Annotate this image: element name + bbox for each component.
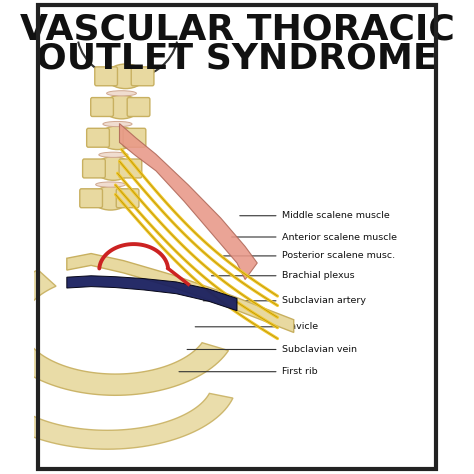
FancyBboxPatch shape [116,189,139,208]
FancyBboxPatch shape [123,128,146,147]
Ellipse shape [103,95,140,119]
Ellipse shape [92,186,129,210]
FancyBboxPatch shape [80,189,102,208]
Text: Brachial plexus: Brachial plexus [282,271,354,280]
Ellipse shape [107,91,137,96]
FancyBboxPatch shape [119,159,142,178]
Polygon shape [0,270,228,395]
Polygon shape [67,254,294,332]
Ellipse shape [103,121,132,127]
Text: Clavicle: Clavicle [282,322,319,331]
Text: Posterior scalene musc.: Posterior scalene musc. [282,251,395,260]
Text: Subclavian vein: Subclavian vein [282,345,356,354]
FancyBboxPatch shape [82,159,105,178]
FancyBboxPatch shape [91,98,113,117]
FancyBboxPatch shape [127,98,150,117]
Text: Subclavian artery: Subclavian artery [282,296,365,305]
Ellipse shape [95,156,132,180]
Text: Middle scalene muscle: Middle scalene muscle [282,211,389,220]
Text: VASCULAR THORACIC: VASCULAR THORACIC [19,13,455,47]
FancyBboxPatch shape [131,67,154,86]
Polygon shape [119,124,257,280]
FancyBboxPatch shape [87,128,109,147]
Ellipse shape [99,152,128,157]
Ellipse shape [96,182,126,187]
FancyBboxPatch shape [95,67,118,86]
Polygon shape [0,338,233,449]
Text: OUTLET SYNDROME: OUTLET SYNDROME [36,41,438,75]
Text: Anterior scalene muscle: Anterior scalene muscle [282,233,397,241]
Ellipse shape [99,126,136,150]
Ellipse shape [106,64,145,89]
Polygon shape [67,276,237,311]
Text: First rib: First rib [282,367,317,376]
